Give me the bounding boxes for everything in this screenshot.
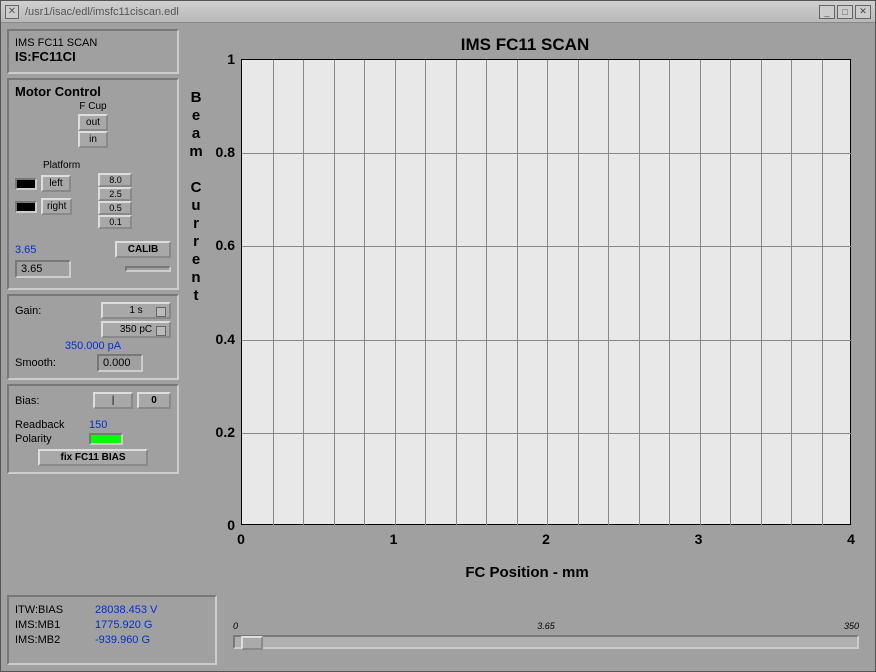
smooth-label: Smooth:	[15, 357, 56, 369]
header-panel: IMS FC11 SCAN IS:FC11CI	[7, 29, 179, 74]
maximize-button[interactable]: □	[837, 5, 853, 19]
readings-panel: ITW:BIAS28038.453 V IMS:MB11775.920 G IM…	[7, 595, 217, 665]
calib-button[interactable]: CALIB	[115, 241, 171, 258]
minimize-button[interactable]: _	[819, 5, 835, 19]
bias-panel: Bias: | 0 Readback 150 Polarity	[7, 384, 179, 474]
close-button[interactable]: ✕	[855, 5, 871, 19]
gain-label: Gain:	[15, 305, 41, 317]
gain-time-select[interactable]: 1 s	[101, 302, 171, 319]
slider-max: 350	[844, 621, 859, 631]
r1-value: 28038.453 V	[95, 604, 157, 616]
slider-min: 0	[233, 621, 238, 631]
r2-label: IMS:MB1	[15, 619, 95, 631]
step-0_1[interactable]: 0.1	[98, 215, 132, 229]
window-title: /usr1/isac/edl/imsfc11ciscan.edl	[25, 6, 179, 18]
step-0_5[interactable]: 0.5	[98, 201, 132, 215]
platform-right-button[interactable]: right	[41, 198, 72, 215]
gain-readback: 350.000 pA	[65, 340, 121, 352]
bias-readback-label: Readback	[15, 419, 85, 431]
app-window: ✕ /usr1/isac/edl/imsfc11ciscan.edl _ □ ✕…	[0, 0, 876, 672]
smooth-value[interactable]: 0.000	[97, 354, 143, 372]
r3-value: -939.960 G	[95, 634, 150, 646]
motor-panel: Motor Control F Cup out in Platform left…	[7, 78, 179, 290]
position-value: 3.65	[15, 244, 36, 256]
y-axis-label: Beam Current	[189, 89, 203, 305]
bias-zero-button[interactable]: 0	[137, 392, 171, 409]
position-input[interactable]: 3.65	[15, 260, 71, 278]
chart-title: IMS FC11 SCAN	[189, 35, 861, 55]
r2-value: 1775.920 G	[95, 619, 153, 631]
slider-track[interactable]	[233, 635, 859, 649]
polarity-label: Polarity	[15, 433, 85, 445]
r3-label: IMS:MB2	[15, 634, 95, 646]
gain-panel: Gain: 1 s 350 pC 350.000 pA Smooth: 0.00…	[7, 294, 179, 380]
slider-cur: 3.65	[537, 621, 555, 631]
left-indicator	[15, 178, 37, 190]
motor-title: Motor Control	[15, 84, 171, 99]
bias-bar-button[interactable]: |	[93, 392, 133, 409]
aux-box[interactable]	[125, 266, 171, 272]
step-2_5[interactable]: 2.5	[98, 187, 132, 201]
step-buttons: 8.0 2.5 0.5 0.1	[98, 173, 132, 229]
chart: IMS FC11 SCAN Beam Current FC Position -…	[185, 29, 869, 589]
slider-thumb[interactable]	[241, 636, 263, 650]
plot-area	[241, 59, 851, 525]
platform-left-button[interactable]: left	[41, 175, 71, 192]
fix-bias-button[interactable]: fix FC11 BIAS	[38, 449, 148, 466]
bias-label: Bias:	[15, 395, 39, 407]
x-axis-label: FC Position - mm	[185, 564, 869, 581]
right-indicator	[15, 201, 37, 213]
fcup-label: F Cup	[15, 101, 171, 112]
device-name: IS:FC11CI	[15, 49, 171, 64]
fcup-in-button[interactable]: in	[78, 131, 108, 148]
platform-label: Platform	[43, 160, 171, 171]
bias-readback: 150	[89, 419, 107, 431]
step-8[interactable]: 8.0	[98, 173, 132, 187]
app-menu-icon[interactable]: ✕	[5, 5, 19, 19]
gain-range-select[interactable]: 350 pC	[101, 321, 171, 338]
fcup-out-button[interactable]: out	[78, 114, 108, 131]
titlebar[interactable]: ✕ /usr1/isac/edl/imsfc11ciscan.edl _ □ ✕	[1, 1, 875, 23]
scan-name: IMS FC11 SCAN	[15, 37, 171, 49]
position-slider[interactable]: 0 3.65 350	[223, 595, 869, 665]
polarity-indicator	[89, 433, 123, 445]
r1-label: ITW:BIAS	[15, 604, 95, 616]
